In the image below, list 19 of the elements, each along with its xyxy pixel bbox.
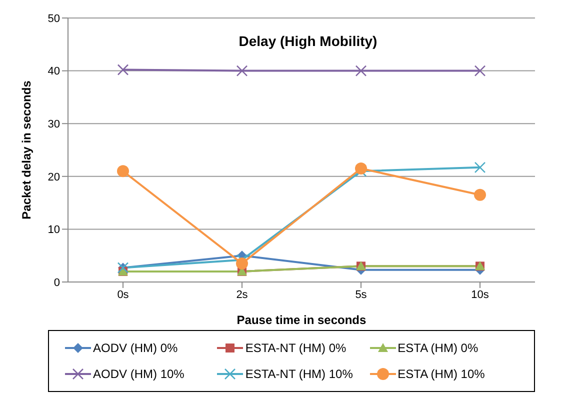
x-axis-title: Pause time in seconds <box>236 313 367 327</box>
y-tick-label: 10 <box>48 224 60 236</box>
x-tick-label: 10s <box>471 288 490 301</box>
x-tick-label: 0s <box>117 288 130 301</box>
y-tick-label: 20 <box>48 171 60 184</box>
legend-label: ESTA (HM) 0% <box>398 341 478 355</box>
y-tick-label: 30 <box>48 118 60 131</box>
text: Delay (High Mobility) <box>238 33 378 49</box>
legend-label: ESTA-NT (HM) 10% <box>245 367 353 381</box>
legend-label: ESTA (HM) 10% <box>398 367 485 381</box>
y-axis-title: Packet delay in seconds <box>19 80 34 220</box>
y-tick-label: 0 <box>54 276 60 289</box>
x-tick-label: 5s <box>355 288 368 301</box>
legend-label: AODV (HM) 10% <box>93 367 184 381</box>
y-tick-label: 40 <box>48 66 60 78</box>
legend-label: AODV (HM) 0% <box>93 341 178 355</box>
legend-label: ESTA-NT (HM) 0% <box>245 341 346 355</box>
y-tick-label: 50 <box>48 12 60 25</box>
x-tick-label: 2s <box>236 288 248 301</box>
